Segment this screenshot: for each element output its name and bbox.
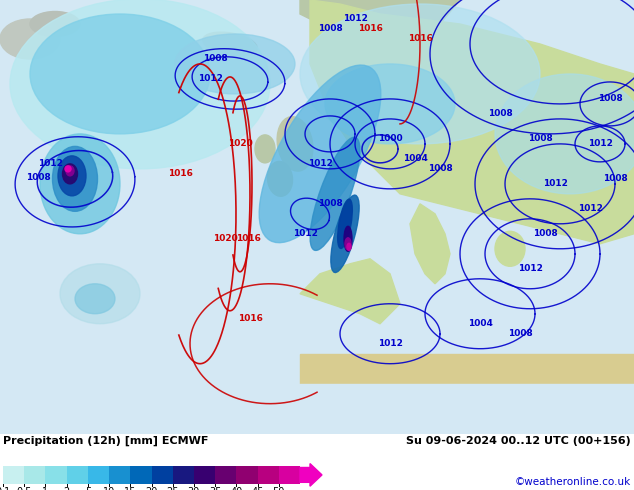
Text: Precipitation (12h) [mm] ECMWF: Precipitation (12h) [mm] ECMWF — [3, 436, 209, 446]
Ellipse shape — [40, 134, 120, 234]
Ellipse shape — [344, 226, 352, 251]
Ellipse shape — [175, 34, 295, 94]
Text: 1012: 1012 — [342, 15, 368, 24]
Text: 1000: 1000 — [378, 134, 403, 144]
Ellipse shape — [255, 135, 275, 163]
Bar — [236, 466, 257, 484]
Ellipse shape — [0, 19, 60, 59]
Text: 45: 45 — [252, 487, 264, 490]
Text: 1012: 1012 — [307, 159, 332, 169]
Bar — [257, 466, 279, 484]
Bar — [24, 466, 46, 484]
Text: 1: 1 — [42, 487, 48, 490]
Text: 1012: 1012 — [378, 339, 403, 348]
Ellipse shape — [277, 117, 313, 171]
Text: 1008: 1008 — [203, 54, 228, 63]
Polygon shape — [410, 204, 450, 284]
Text: 1008: 1008 — [488, 109, 512, 119]
Text: 1012: 1012 — [517, 264, 543, 273]
Text: 1008: 1008 — [318, 199, 342, 208]
Ellipse shape — [65, 166, 71, 172]
Text: 1016: 1016 — [238, 314, 262, 323]
Text: 1012: 1012 — [37, 159, 62, 169]
Bar — [152, 466, 172, 484]
Text: ©weatheronline.co.uk: ©weatheronline.co.uk — [515, 477, 631, 487]
Text: 1008: 1008 — [427, 164, 453, 173]
Ellipse shape — [203, 32, 257, 56]
Bar — [279, 466, 300, 484]
Text: 1016: 1016 — [167, 170, 193, 178]
Text: 1012: 1012 — [543, 179, 567, 188]
Text: 50: 50 — [273, 487, 285, 490]
Ellipse shape — [338, 199, 353, 248]
Bar — [300, 354, 634, 434]
Bar — [88, 466, 109, 484]
Ellipse shape — [60, 264, 140, 324]
Text: 1020: 1020 — [212, 234, 237, 244]
Text: 1020: 1020 — [228, 139, 252, 148]
FancyArrow shape — [300, 464, 322, 486]
Text: 1008: 1008 — [318, 24, 342, 33]
Ellipse shape — [310, 137, 360, 250]
Ellipse shape — [325, 64, 455, 144]
Text: 2: 2 — [63, 487, 70, 490]
Text: 1016: 1016 — [358, 24, 382, 33]
Text: 1008: 1008 — [603, 174, 628, 183]
Text: 1012: 1012 — [578, 204, 602, 213]
Text: 1012: 1012 — [198, 74, 223, 83]
Ellipse shape — [268, 161, 292, 196]
Text: 1016: 1016 — [236, 234, 261, 244]
Ellipse shape — [75, 284, 115, 314]
Text: 35: 35 — [209, 487, 221, 490]
Text: 1004: 1004 — [467, 319, 493, 328]
Ellipse shape — [10, 0, 270, 169]
Text: 1004: 1004 — [403, 154, 427, 163]
Bar — [109, 466, 130, 484]
Ellipse shape — [300, 4, 540, 144]
Text: 1008: 1008 — [508, 329, 533, 338]
Text: 1012: 1012 — [588, 139, 612, 148]
Ellipse shape — [345, 238, 351, 250]
Text: 0.1: 0.1 — [0, 487, 11, 490]
Ellipse shape — [495, 231, 525, 266]
Text: 1012: 1012 — [292, 229, 318, 238]
Text: 1016: 1016 — [408, 34, 432, 44]
Text: 1008: 1008 — [25, 173, 50, 182]
Polygon shape — [300, 259, 400, 324]
Text: 5: 5 — [85, 487, 91, 490]
Ellipse shape — [30, 11, 80, 36]
Polygon shape — [300, 0, 460, 44]
Ellipse shape — [347, 244, 351, 250]
Ellipse shape — [30, 14, 210, 134]
Text: 0.5: 0.5 — [16, 487, 32, 490]
Text: 25: 25 — [167, 487, 179, 490]
Bar — [0, 384, 634, 434]
Text: 1008: 1008 — [527, 134, 552, 144]
Text: 20: 20 — [145, 487, 158, 490]
Ellipse shape — [63, 164, 77, 184]
Text: Su 09-06-2024 00..12 UTC (00+156): Su 09-06-2024 00..12 UTC (00+156) — [406, 436, 631, 446]
Text: 1008: 1008 — [533, 229, 557, 238]
Ellipse shape — [495, 74, 634, 194]
Text: 1008: 1008 — [598, 95, 623, 103]
Bar — [130, 466, 152, 484]
Bar — [215, 466, 236, 484]
Ellipse shape — [259, 65, 381, 243]
Ellipse shape — [58, 156, 86, 196]
Text: 30: 30 — [188, 487, 200, 490]
Bar — [46, 466, 67, 484]
Bar — [67, 466, 88, 484]
Ellipse shape — [66, 166, 74, 176]
Text: 10: 10 — [103, 487, 115, 490]
Bar — [194, 466, 215, 484]
Polygon shape — [310, 0, 634, 244]
Text: 15: 15 — [124, 487, 136, 490]
Ellipse shape — [331, 195, 359, 272]
Text: 40: 40 — [230, 487, 242, 490]
Bar — [172, 466, 194, 484]
Ellipse shape — [53, 147, 98, 211]
Bar — [3, 466, 24, 484]
